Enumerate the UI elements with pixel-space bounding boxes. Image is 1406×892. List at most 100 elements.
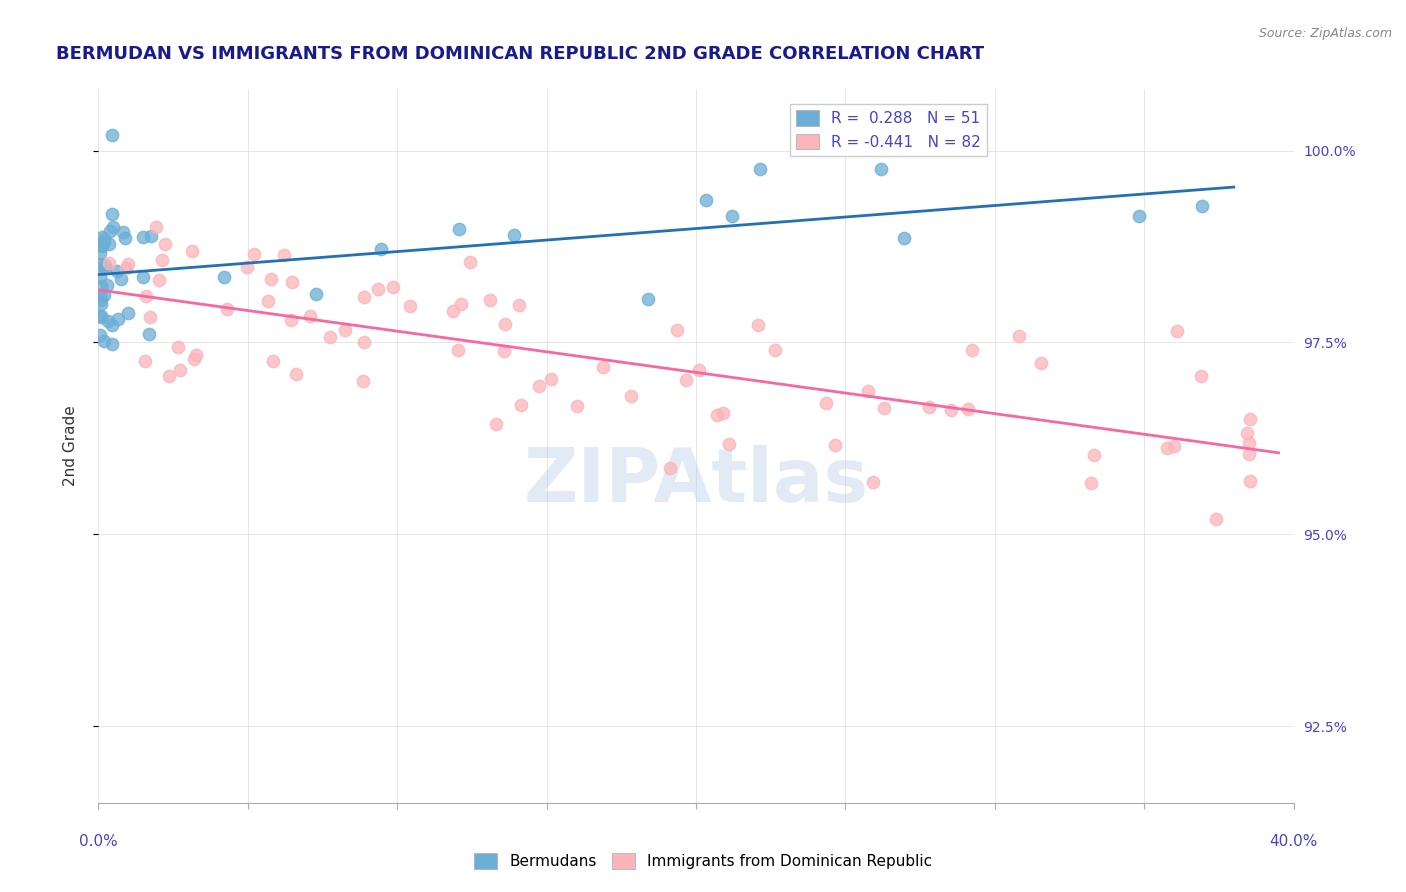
Point	[117, 306, 139, 320]
Point	[94, 261, 117, 276]
Point	[398, 300, 420, 314]
Point	[540, 372, 562, 386]
Point	[441, 304, 464, 318]
Point	[665, 323, 688, 337]
Point	[101, 207, 124, 221]
Point	[115, 261, 138, 276]
Point	[89, 246, 111, 260]
Y-axis label: 2nd Grade: 2nd Grade	[63, 406, 77, 486]
Point	[1239, 412, 1261, 426]
Point	[824, 438, 846, 452]
Point	[262, 354, 284, 368]
Point	[1083, 448, 1105, 462]
Point	[98, 236, 121, 251]
Point	[352, 375, 374, 389]
Point	[1128, 209, 1150, 223]
Point	[93, 334, 115, 348]
Point	[89, 270, 111, 285]
Point	[90, 229, 112, 244]
Point	[592, 360, 614, 375]
Point	[1239, 447, 1261, 461]
Point	[212, 270, 235, 285]
Point	[101, 318, 124, 332]
Point	[717, 437, 740, 451]
Point	[132, 270, 155, 285]
Point	[97, 256, 120, 270]
Point	[285, 367, 308, 381]
Point	[485, 417, 508, 432]
Point	[527, 378, 550, 392]
Point	[89, 287, 111, 301]
Point	[939, 402, 962, 417]
Point	[235, 260, 257, 274]
Point	[93, 232, 115, 246]
Point	[148, 272, 170, 286]
Point	[1156, 441, 1178, 455]
Point	[138, 326, 160, 341]
Point	[257, 293, 280, 308]
Point	[305, 287, 328, 301]
Point	[862, 475, 884, 490]
Point	[117, 257, 139, 271]
Point	[139, 229, 162, 244]
Text: Source: ZipAtlas.com: Source: ZipAtlas.com	[1258, 27, 1392, 40]
Point	[1189, 368, 1212, 383]
Point	[181, 244, 204, 258]
Point	[1029, 356, 1052, 370]
Point	[114, 231, 136, 245]
Point	[153, 237, 176, 252]
Point	[918, 400, 941, 414]
Legend: Bermudans, Immigrants from Dominican Republic: Bermudans, Immigrants from Dominican Rep…	[468, 847, 938, 875]
Point	[1080, 475, 1102, 490]
Point	[721, 209, 744, 223]
Point	[183, 352, 205, 367]
Point	[763, 343, 786, 357]
Point	[281, 275, 304, 289]
Point	[91, 239, 114, 253]
Point	[299, 310, 322, 324]
Point	[93, 288, 115, 302]
Point	[509, 398, 531, 412]
Point	[169, 363, 191, 377]
Point	[112, 225, 135, 239]
Point	[960, 343, 983, 357]
Text: ZIPAtlas: ZIPAtlas	[523, 445, 869, 518]
Point	[167, 340, 190, 354]
Point	[748, 162, 770, 177]
Point	[134, 354, 156, 368]
Point	[447, 222, 470, 236]
Point	[93, 235, 115, 250]
Point	[494, 343, 516, 358]
Point	[101, 336, 124, 351]
Point	[620, 389, 643, 403]
Point	[333, 323, 356, 337]
Point	[1239, 475, 1261, 489]
Point	[711, 406, 734, 420]
Point	[494, 317, 516, 331]
Point	[110, 272, 132, 286]
Point	[870, 161, 893, 176]
Point	[353, 290, 375, 304]
Point	[90, 309, 112, 323]
Point	[89, 327, 111, 342]
Point	[157, 369, 180, 384]
Point	[367, 282, 389, 296]
Point	[90, 238, 112, 252]
Point	[458, 255, 481, 269]
Point	[503, 227, 526, 242]
Point	[353, 335, 375, 350]
Point	[893, 231, 915, 245]
Point	[217, 301, 239, 316]
Point	[1166, 324, 1188, 338]
Point	[658, 460, 681, 475]
Point	[688, 363, 710, 377]
Point	[90, 310, 112, 324]
Point	[90, 297, 112, 311]
Point	[381, 279, 404, 293]
Point	[152, 253, 174, 268]
Point	[873, 401, 896, 415]
Point	[1239, 435, 1261, 450]
Point	[318, 330, 340, 344]
Point	[1007, 329, 1029, 343]
Point	[1236, 425, 1258, 440]
